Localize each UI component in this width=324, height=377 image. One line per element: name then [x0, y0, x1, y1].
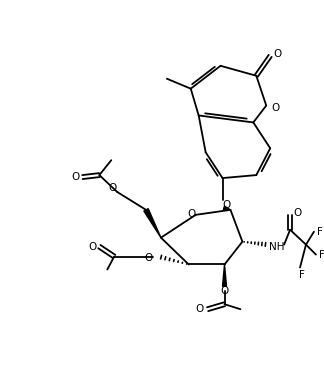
Text: O: O [273, 49, 281, 59]
Text: O: O [293, 208, 301, 218]
Text: O: O [220, 286, 229, 296]
Text: O: O [71, 172, 80, 182]
Text: F: F [299, 270, 305, 280]
Polygon shape [223, 265, 226, 287]
Text: O: O [108, 183, 116, 193]
Polygon shape [144, 209, 161, 238]
Text: O: O [271, 103, 279, 113]
Text: O: O [145, 253, 153, 262]
Text: F: F [319, 250, 324, 259]
Text: O: O [88, 242, 97, 251]
Text: O: O [196, 304, 204, 314]
Text: F: F [317, 227, 323, 237]
Text: O: O [222, 200, 231, 210]
Text: O: O [188, 209, 196, 219]
Text: NH: NH [270, 242, 285, 251]
